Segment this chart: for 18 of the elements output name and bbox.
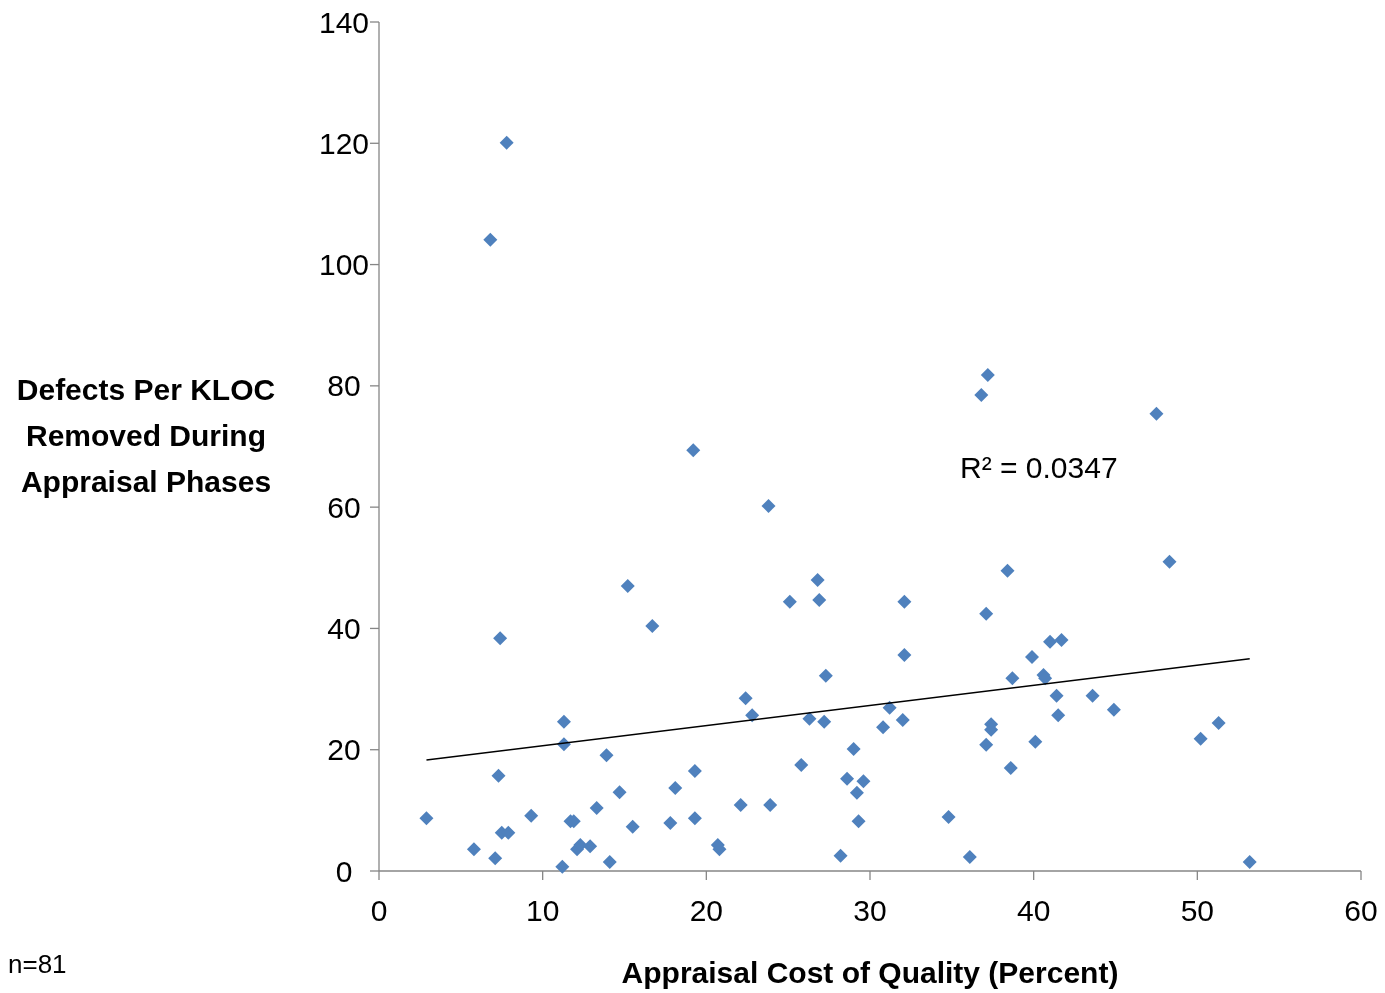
- x-tick-label: 30: [853, 894, 887, 927]
- y-tick-label: 80: [327, 369, 361, 403]
- x-tick-label: 40: [1016, 894, 1051, 927]
- y-axis-title: Defects Per KLOC Removed During Appraisal Phases: [16, 373, 276, 498]
- x-tick-label: 60: [1344, 894, 1378, 927]
- y-tick-label: 120: [318, 126, 370, 160]
- text: n=81: [8, 949, 67, 979]
- y-tick-label: 60: [327, 490, 361, 524]
- y-tick-label: 40: [327, 611, 361, 645]
- x-tick-label: 50: [1180, 894, 1215, 927]
- y-tick-label: 100: [318, 248, 370, 282]
- x-axis-title: Appraisal Cost of Quality (Percent): [621, 956, 1119, 989]
- annotation: R² = 0.0347: [960, 451, 1118, 484]
- y-tick-label: 0: [335, 854, 353, 888]
- y-tick-label: 20: [327, 733, 361, 767]
- y-tick-label: 140: [318, 5, 370, 39]
- x-tick-label: 10: [525, 894, 560, 927]
- x-tick-label: 20: [689, 894, 724, 927]
